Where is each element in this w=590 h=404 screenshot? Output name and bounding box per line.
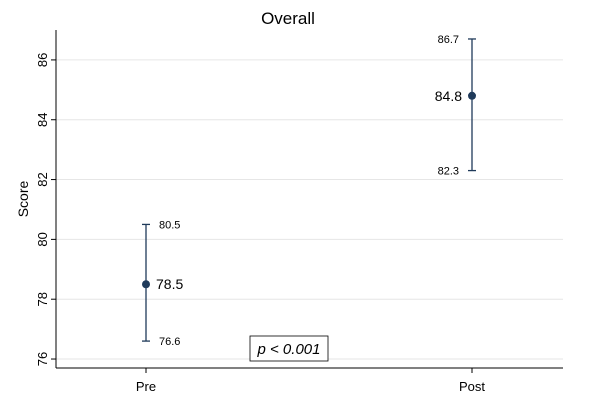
mean-label: 84.8 xyxy=(435,88,462,104)
chart-title: Overall xyxy=(261,9,315,28)
mean-point xyxy=(142,280,150,289)
ci-upper-label: 86.7 xyxy=(438,34,459,46)
annotation-text: p < 0.001 xyxy=(257,341,321,358)
ci-upper-label: 80.5 xyxy=(159,219,180,231)
x-tick-label: Pre xyxy=(136,379,156,394)
ci-lower-label: 76.6 xyxy=(159,336,180,348)
y-tick-label: 80 xyxy=(35,232,50,246)
y-tick-label: 84 xyxy=(35,113,50,127)
ci-lower-label: 82.3 xyxy=(438,166,459,178)
x-ticks: Pre Post xyxy=(136,368,485,394)
y-axis-title: Score xyxy=(15,181,31,218)
y-tick-label: 76 xyxy=(35,352,50,366)
y-tick-label: 78 xyxy=(35,292,50,306)
mean-point xyxy=(468,91,476,100)
y-ticks: 76 78 80 82 84 86 xyxy=(35,53,56,366)
y-tick-label: 82 xyxy=(35,172,50,186)
x-tick-label: Post xyxy=(459,379,485,394)
y-tick-label: 86 xyxy=(35,53,50,67)
data-marks: 78.5 80.5 76.6 84.8 86.7 82.3 xyxy=(142,34,476,348)
p-value-annotation: p < 0.001 xyxy=(249,335,329,362)
grid-lines xyxy=(56,59,563,360)
mean-label: 78.5 xyxy=(156,276,183,292)
annotation-box xyxy=(249,335,329,362)
